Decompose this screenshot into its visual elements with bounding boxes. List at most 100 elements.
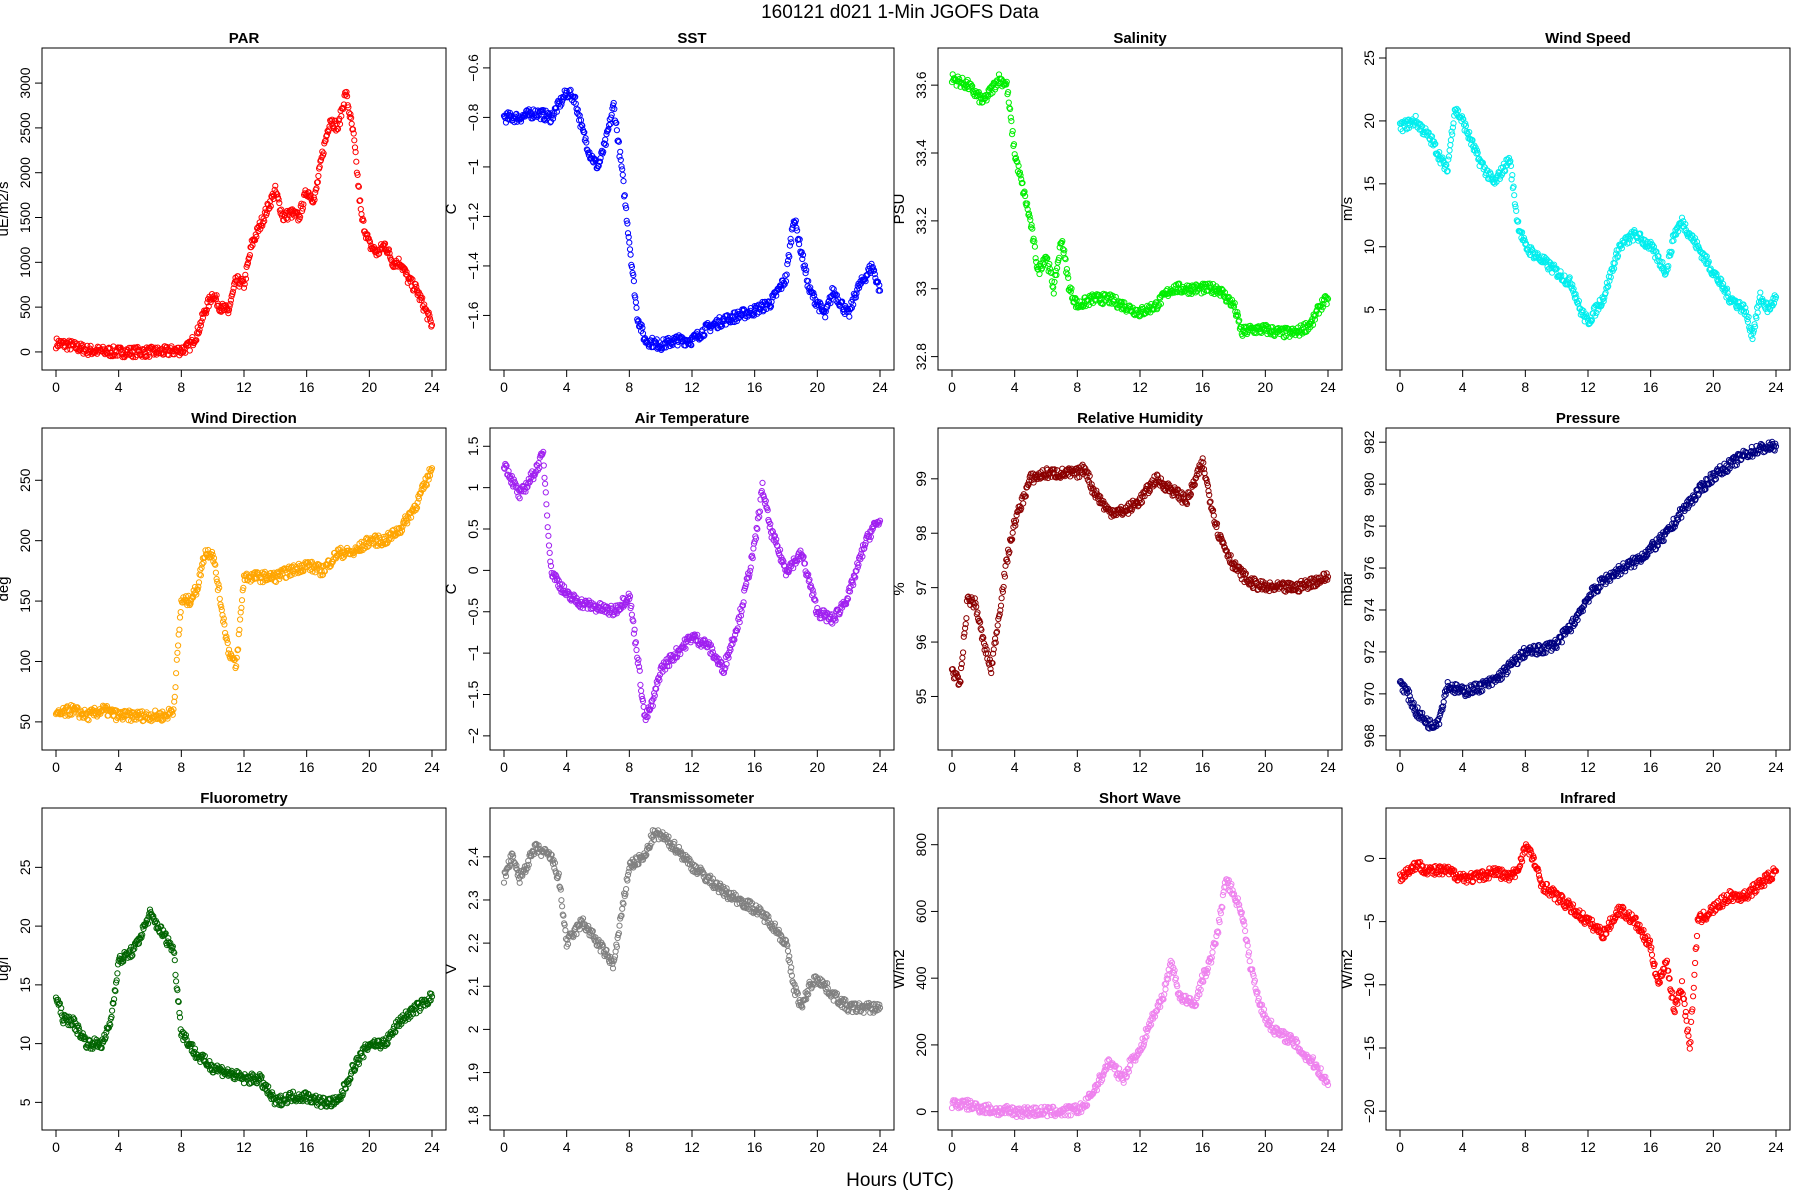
data-point	[542, 489, 549, 496]
data-point	[175, 642, 182, 649]
y-tick-label: 3000	[17, 67, 33, 98]
y-axis-label: ug/l	[0, 957, 12, 981]
x-tick-label: 8	[1521, 759, 1529, 775]
data-point	[329, 116, 336, 123]
data-point	[197, 319, 204, 326]
x-tick-label: 8	[177, 759, 185, 775]
x-tick-label: 4	[1459, 759, 1467, 775]
y-axis-label: %	[891, 582, 908, 595]
y-tick-label: −0.5	[465, 598, 481, 626]
data-point	[628, 611, 636, 618]
x-tick-label: 8	[1073, 379, 1081, 395]
y-tick-label: −1.4	[465, 252, 481, 280]
data-point	[754, 515, 762, 522]
data-point	[338, 113, 345, 120]
data-point	[1323, 301, 1330, 308]
data-point	[1027, 216, 1034, 223]
x-tick-label: 4	[1459, 379, 1467, 395]
series-points	[1396, 105, 1780, 343]
data-point	[810, 590, 817, 597]
data-point	[1446, 147, 1453, 154]
y-tick-label: −1.5	[465, 680, 481, 708]
y-tick-label: −2	[465, 728, 481, 744]
data-point	[822, 314, 829, 321]
data-point	[1749, 335, 1756, 343]
x-tick-label: 0	[52, 379, 60, 395]
data-point	[109, 1007, 116, 1014]
x-tick-label: 0	[500, 379, 508, 395]
data-point	[315, 172, 322, 180]
data-point	[540, 462, 547, 469]
data-point	[316, 163, 323, 170]
y-axis-label: deg	[0, 576, 12, 601]
data-point	[1009, 128, 1016, 135]
data-point	[244, 260, 251, 267]
x-tick-label: 0	[948, 759, 956, 775]
data-point	[252, 237, 259, 244]
x-tick-label: 12	[1580, 379, 1596, 395]
data-point	[638, 687, 645, 695]
x-tick-label: 8	[177, 1139, 185, 1155]
data-point	[312, 189, 319, 196]
series-points	[948, 455, 1332, 688]
y-tick-label: 982	[1361, 430, 1377, 454]
y-tick-label: −1.6	[465, 301, 481, 329]
data-point	[267, 203, 274, 210]
chart-title: Fluorometry	[200, 790, 288, 807]
data-point	[357, 206, 364, 213]
y-tick-label: 2000	[17, 157, 33, 188]
plot-frame	[41, 807, 447, 1131]
data-point	[747, 564, 754, 571]
data-point	[242, 271, 249, 278]
x-tick-label: 24	[424, 379, 440, 395]
chart-title: Salinity	[1113, 30, 1167, 47]
data-point	[994, 622, 1001, 629]
x-tick-label: 24	[1320, 379, 1336, 395]
data-point	[322, 137, 329, 144]
data-point	[1050, 290, 1057, 297]
data-point	[193, 337, 200, 344]
y-tick-label: 95	[913, 688, 929, 704]
series-points	[52, 88, 436, 361]
y-tick-label: 972	[1361, 640, 1377, 664]
y-tick-label: 978	[1361, 514, 1377, 538]
y-tick-label: 150	[17, 589, 33, 613]
y-tick-label: 25	[1361, 50, 1377, 66]
x-tick-label: 12	[684, 759, 700, 775]
data-point	[627, 251, 634, 258]
data-point	[353, 158, 360, 165]
data-point	[176, 352, 183, 359]
x-tick-label: 0	[1396, 759, 1404, 775]
data-point	[331, 125, 338, 132]
data-point	[299, 207, 306, 215]
x-tick-label: 0	[500, 759, 508, 775]
figure-title: 160121 d021 1-Min JGOFS Data	[761, 2, 1039, 23]
x-tick-label: 0	[52, 759, 60, 775]
x-tick-label: 20	[362, 379, 378, 395]
x-tick-label: 24	[1320, 759, 1336, 775]
data-point	[630, 278, 638, 285]
data-point	[226, 303, 233, 310]
y-tick-label: 0.5	[465, 519, 481, 539]
data-point	[1020, 500, 1027, 507]
y-tick-label: 970	[1361, 682, 1377, 706]
data-point	[173, 656, 180, 663]
data-point	[257, 225, 264, 233]
data-point	[1029, 225, 1036, 232]
chart-title: Pressure	[1556, 410, 1620, 427]
plot-frame	[489, 47, 895, 371]
data-point	[786, 242, 794, 249]
data-point	[196, 326, 203, 333]
x-tick-label: 24	[424, 759, 440, 775]
data-point	[240, 284, 248, 291]
data-point	[172, 684, 179, 691]
y-tick-label: 200	[17, 529, 33, 553]
x-tick-label: 20	[1258, 759, 1274, 775]
data-point	[109, 353, 116, 360]
data-point	[351, 137, 358, 144]
x-tick-label: 4	[1011, 759, 1019, 775]
